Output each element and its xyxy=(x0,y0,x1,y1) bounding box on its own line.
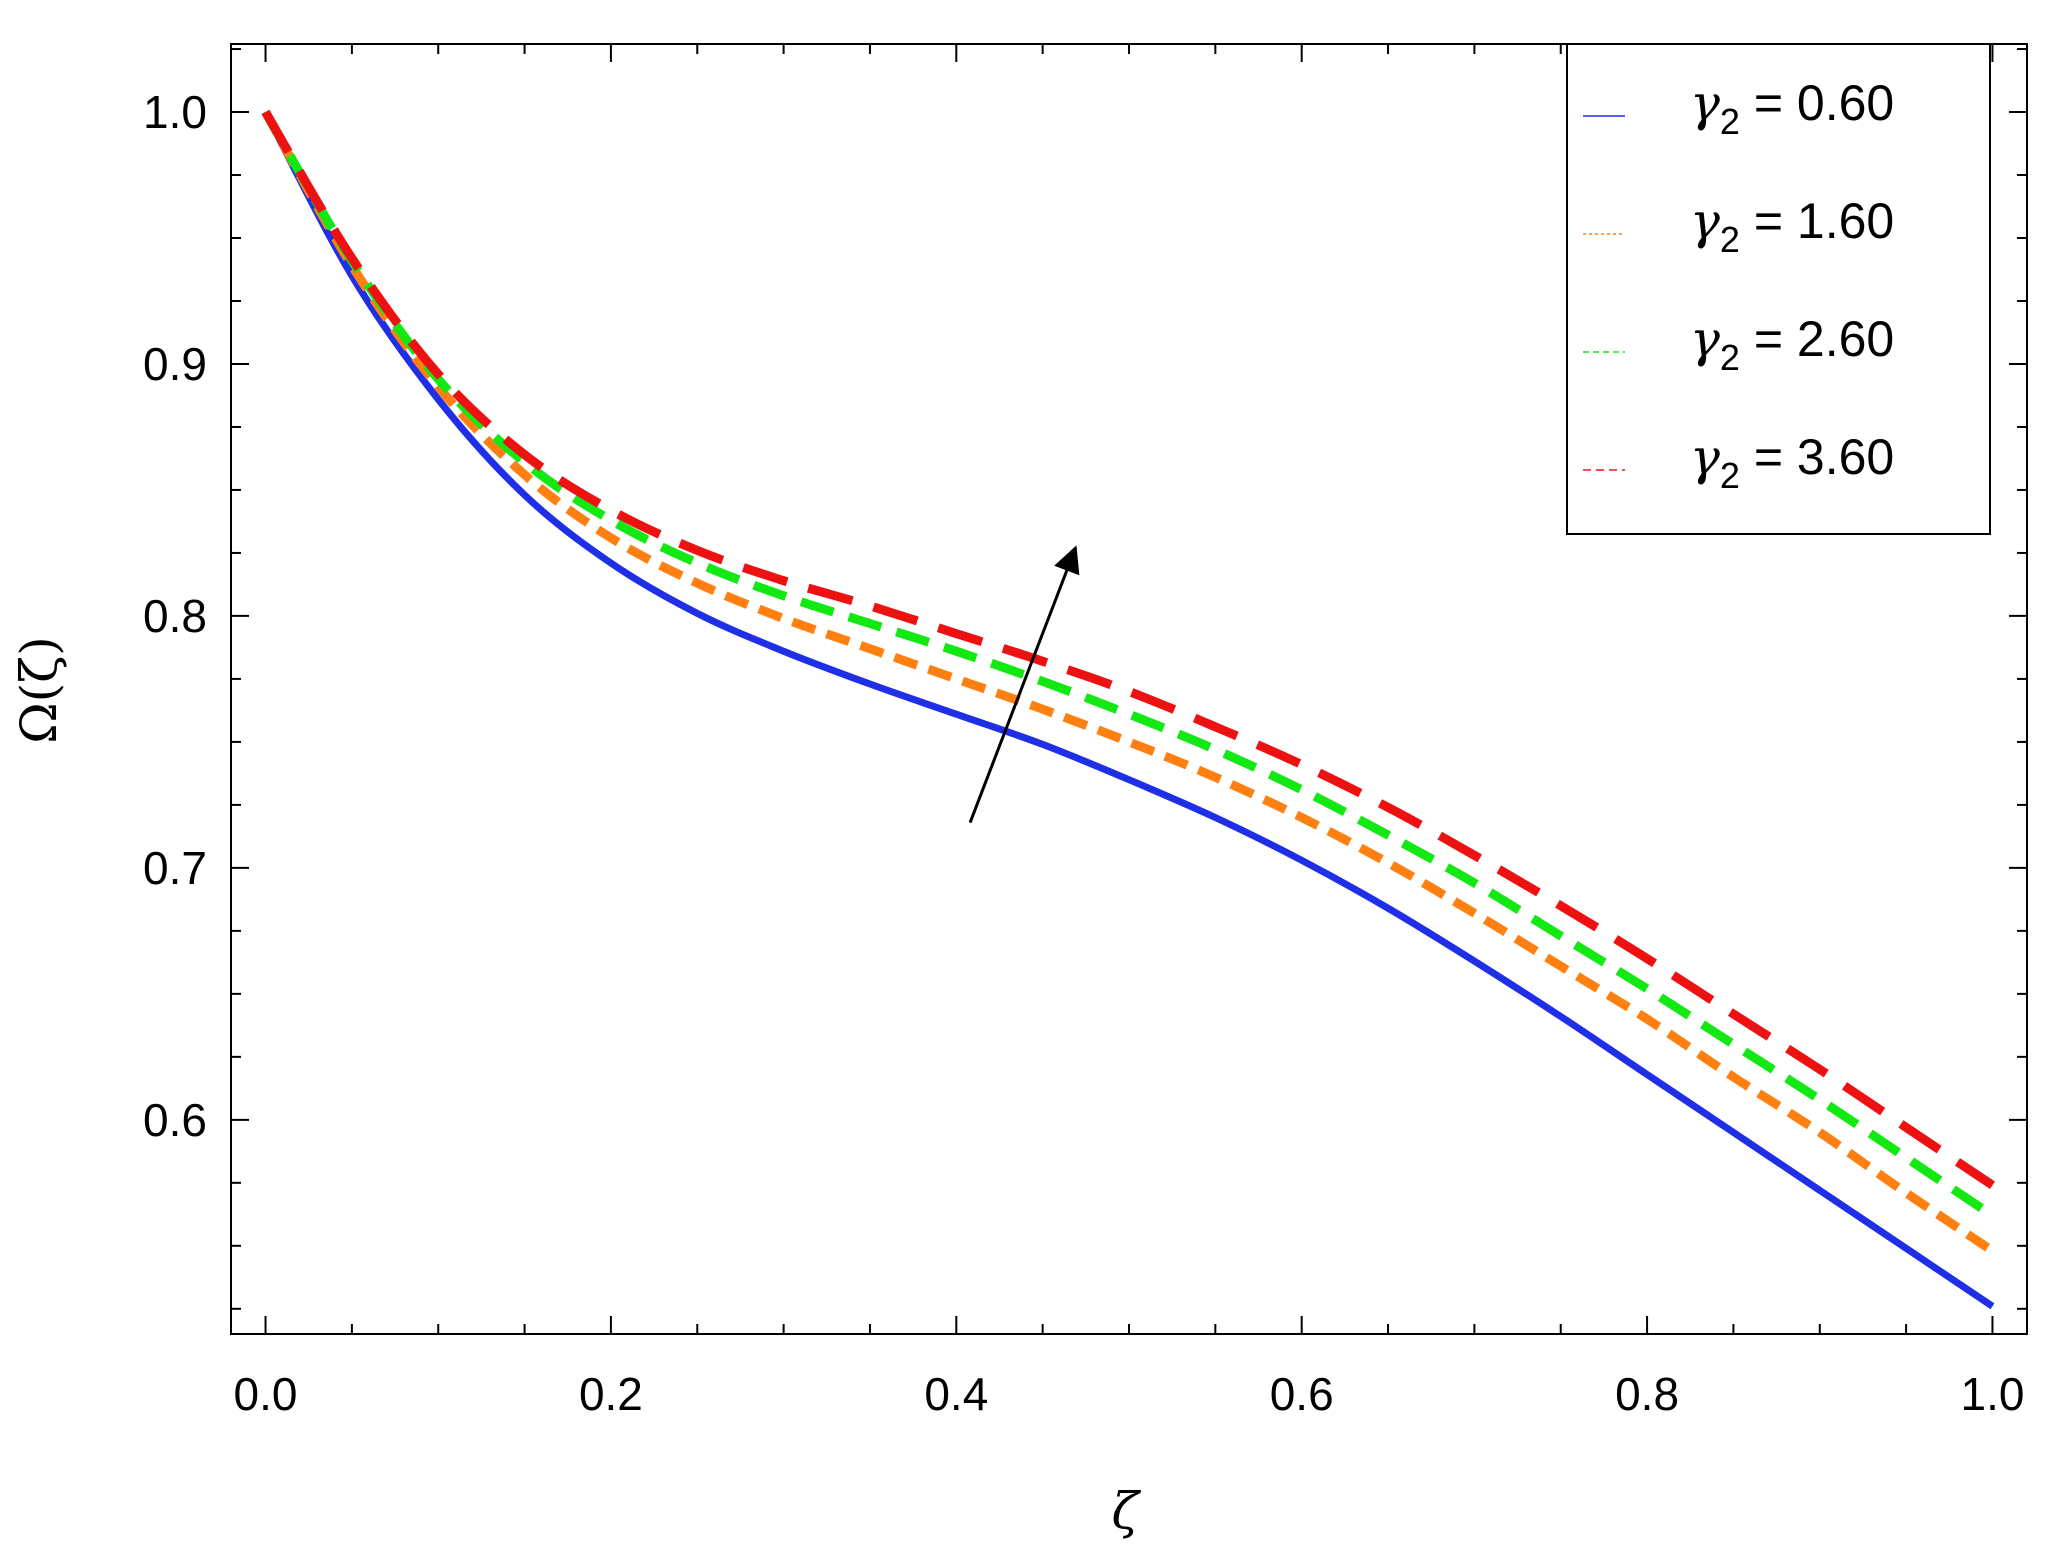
legend-label: γ2 = 3.60 xyxy=(1690,428,1894,496)
x-tick-label: 0.4 xyxy=(924,1368,988,1420)
x-tick-label: 1.0 xyxy=(1960,1368,2024,1420)
y-tick-label: 0.9 xyxy=(143,338,207,390)
y-tick-label: 1.0 xyxy=(143,86,207,138)
series-line xyxy=(261,109,1996,1220)
series-line xyxy=(262,110,1995,1310)
x-axis-label: ζ xyxy=(1111,1482,1141,1540)
legend-label: γ2 = 0.60 xyxy=(1690,74,1894,142)
series-line xyxy=(261,109,1996,1255)
x-tick-label: 0.8 xyxy=(1615,1368,1679,1420)
x-tick-label: 0.0 xyxy=(234,1368,298,1420)
series-line xyxy=(261,109,1995,1190)
series-layer xyxy=(261,109,1996,1310)
legend-box xyxy=(1566,43,1991,535)
axis-tick-labels: 0.0 0.2 0.4 0.6 0.8 1.0 0.6 0.7 0.8 0.9 1.0 xyxy=(143,86,2024,1420)
legend-label: γ2 = 1.60 xyxy=(1690,192,1894,260)
y-tick-label: 0.8 xyxy=(143,590,207,642)
legend-label: γ2 = 2.60 xyxy=(1690,310,1894,378)
legend: γ2 = 0.60 γ2 = 1.60 γ2 = 2.60 γ2 = 3.60 xyxy=(1566,43,1991,535)
trend-arrow xyxy=(968,545,1080,824)
y-tick-label: 0.7 xyxy=(143,842,207,894)
annotation-layer xyxy=(968,545,1080,824)
y-axis-label: Ω(ζ) xyxy=(10,636,68,744)
x-tick-label: 0.6 xyxy=(1270,1368,1334,1420)
x-tick-label: 0.2 xyxy=(579,1368,643,1420)
y-tick-label: 0.6 xyxy=(143,1094,207,1146)
